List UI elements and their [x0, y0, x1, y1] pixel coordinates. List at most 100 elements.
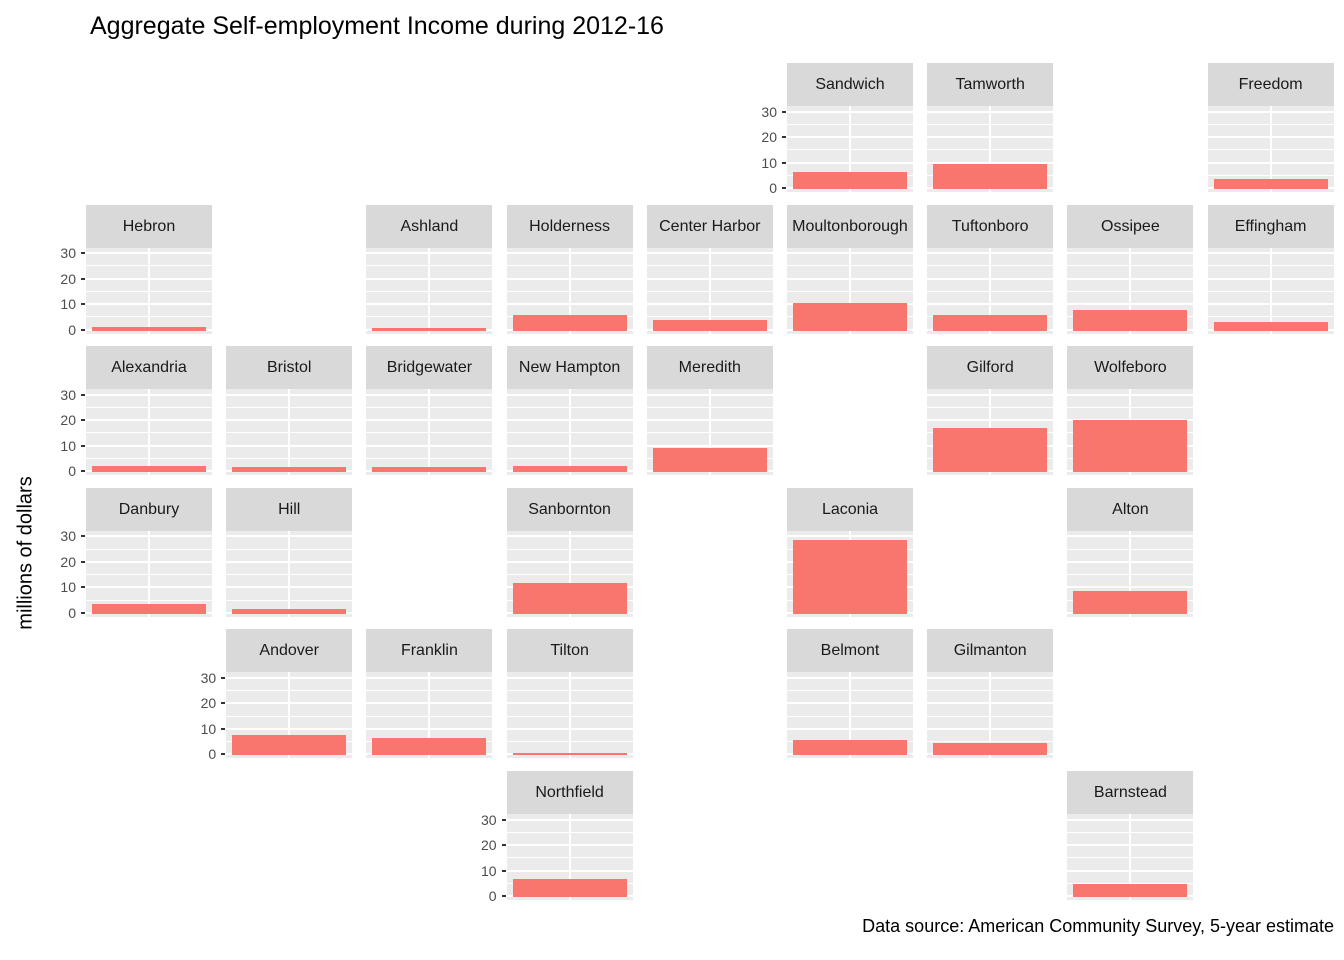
- y-tick-label: 10: [761, 154, 777, 171]
- facet-strip-label: Tilton: [506, 629, 633, 673]
- y-tick-label: 20: [481, 837, 497, 853]
- y-tick-mark: [501, 844, 506, 846]
- facet-bridgewater: Bridgewater: [366, 346, 493, 476]
- y-tick-mark: [221, 753, 226, 756]
- facet-panel: [787, 106, 913, 192]
- facet-danbury: Danbury 0 10 20 30: [60, 487, 212, 620]
- facet-panel: [787, 247, 913, 334]
- vertical-gridline: [1129, 530, 1132, 617]
- facet-panel: [506, 389, 633, 476]
- income-bar: [512, 315, 627, 331]
- facet-panel: [927, 247, 1054, 334]
- vertical-gridline: [568, 530, 571, 617]
- facet-panel: [927, 106, 1054, 192]
- y-tick-mark: [81, 252, 85, 255]
- facet-strip-label: Sandwich: [787, 63, 913, 106]
- facet-center-harbor: Center Harbor: [646, 204, 773, 334]
- facet-panel: [927, 389, 1054, 476]
- income-bar: [232, 467, 347, 473]
- facet-panel: [226, 530, 353, 617]
- facet-panel: [86, 530, 212, 617]
- facet-andover: Andover 0 10 20 30: [201, 629, 353, 761]
- income-bar: [933, 427, 1048, 473]
- y-tick-label: 0: [769, 180, 777, 196]
- vertical-gridline: [989, 247, 992, 334]
- y-tick-mark: [81, 535, 85, 538]
- income-bar: [372, 328, 487, 331]
- facet-alexandria: Alexandria 0 10 20 30: [60, 346, 212, 478]
- facet-strip-label: Danbury: [86, 487, 212, 531]
- facet-tamworth: Tamworth: [927, 63, 1054, 192]
- income-bar: [933, 315, 1048, 331]
- facet-strip-label: Moultonborough: [787, 204, 913, 248]
- income-bar: [652, 447, 767, 473]
- y-tick-label: 30: [200, 669, 217, 686]
- facet-panel: [226, 672, 353, 759]
- income-bar: [372, 737, 487, 756]
- facet-new-hampton: New Hampton: [506, 346, 633, 476]
- facet-strip-label: Hebron: [86, 204, 212, 248]
- vertical-gridline: [568, 389, 571, 476]
- facet-belmont: Belmont: [787, 629, 913, 759]
- facet-panel: [366, 389, 493, 476]
- income-bar: [232, 735, 347, 756]
- facet-strip-label: Northfield: [506, 771, 633, 814]
- vertical-gridline: [708, 247, 711, 334]
- y-tick-mark: [501, 869, 506, 872]
- facet-panel: [787, 530, 913, 617]
- facet-meredith: Meredith: [646, 346, 773, 476]
- vertical-gridline: [849, 672, 851, 759]
- vertical-gridline: [989, 672, 992, 759]
- facet-strip-label: Laconia: [787, 487, 913, 531]
- y-tick-mark: [782, 136, 786, 138]
- y-tick-label: 10: [481, 862, 497, 879]
- facet-strip-label: Ashland: [366, 204, 493, 248]
- facet-strip-label: Meredith: [646, 346, 773, 390]
- y-tick-label: 20: [60, 553, 76, 570]
- y-axis-title: millions of dollars: [14, 476, 37, 630]
- facet-strip-label: Sanbornton: [506, 487, 633, 531]
- facet-strip-label: Tuftonboro: [927, 204, 1054, 248]
- vertical-gridline: [1129, 814, 1132, 900]
- facet-sandwich: Sandwich 0 10 20 30: [761, 63, 913, 195]
- income-bar: [793, 172, 907, 189]
- vertical-gridline: [849, 106, 851, 192]
- y-tick-mark: [501, 895, 506, 897]
- facet-strip-label: Andover: [226, 629, 353, 673]
- vertical-gridline: [989, 106, 992, 192]
- facet-franklin: Franklin: [366, 629, 493, 759]
- facet-ossipee: Ossipee: [1067, 204, 1194, 334]
- income-bar: [92, 603, 206, 614]
- facet-moultonborough: Moultonborough: [787, 204, 913, 334]
- facet-strip-label: Gilford: [927, 346, 1054, 390]
- facet-panel: [1067, 389, 1194, 476]
- y-tick-label: 0: [68, 463, 76, 480]
- y-tick-mark: [81, 560, 85, 563]
- y-tick-mark: [81, 303, 85, 306]
- y-tick-label: 20: [60, 412, 76, 429]
- facet-strip-label: Effingham: [1207, 204, 1334, 248]
- facet-alton: Alton: [1067, 487, 1194, 617]
- y-tick-mark: [81, 444, 85, 447]
- facet-gilford: Gilford: [927, 346, 1054, 476]
- facet-strip-label: Bristol: [226, 346, 353, 390]
- y-tick-label: 20: [761, 129, 777, 145]
- income-bar: [1073, 419, 1188, 473]
- facet-panel: [366, 672, 493, 759]
- vertical-gridline: [428, 672, 431, 759]
- facet-panel: [646, 389, 773, 476]
- facet-panel: [1067, 530, 1194, 617]
- y-tick-label: 30: [60, 386, 76, 403]
- vertical-gridline: [568, 814, 571, 900]
- vertical-gridline: [288, 530, 291, 617]
- facet-strip-label: Hill: [226, 487, 353, 531]
- facet-bristol: Bristol: [226, 346, 353, 476]
- facet-strip-label: Freedom: [1207, 63, 1334, 106]
- facet-holderness: Holderness: [506, 204, 633, 334]
- y-tick-mark: [81, 328, 85, 331]
- facet-gilmanton: Gilmanton: [927, 629, 1054, 759]
- y-tick-label: 0: [68, 321, 76, 338]
- income-bar: [512, 583, 627, 614]
- facet-freedom: Freedom: [1207, 63, 1334, 192]
- y-tick-label: 0: [208, 746, 217, 763]
